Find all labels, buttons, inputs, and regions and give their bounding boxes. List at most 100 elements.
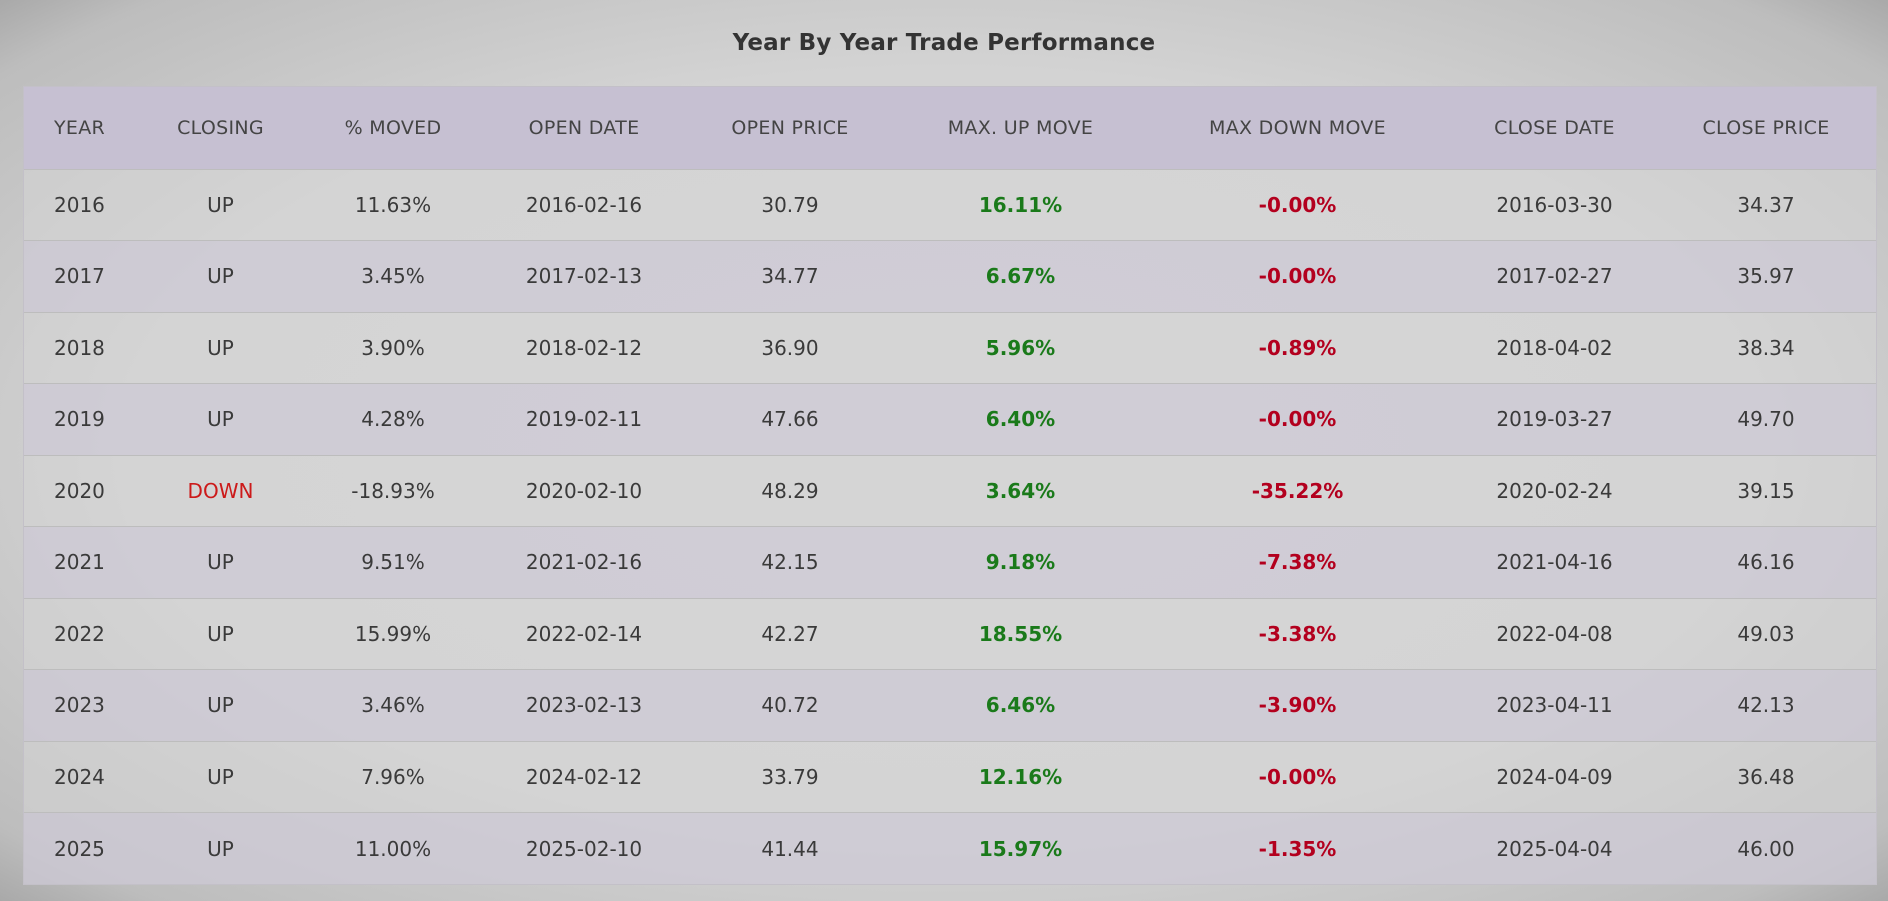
cell-percent-moved: 7.96% xyxy=(361,764,425,789)
table-row: 2018 UP 3.90% 2018-02-12 36.90 5.96% -0.… xyxy=(24,312,1876,384)
header-year: YEAR xyxy=(54,116,106,139)
cell-max-down-move: -3.38% xyxy=(1258,621,1337,646)
cell-open-price: 36.90 xyxy=(761,335,819,360)
cell-closing: UP xyxy=(207,693,234,718)
cell-close-date: 2018-04-02 xyxy=(1496,335,1613,360)
header-row: YEAR CLOSING % MOVED OPEN DATE OPEN PRIC… xyxy=(24,87,1876,169)
cell-max-up-move: 6.67% xyxy=(985,264,1056,289)
cell-open-price: 42.15 xyxy=(761,550,819,575)
cell-close-price: 46.00 xyxy=(1737,836,1795,861)
table-row: 2019 UP 4.28% 2019-02-11 47.66 6.40% -0.… xyxy=(24,383,1876,455)
header-close-price: CLOSE PRICE xyxy=(1702,116,1830,139)
cell-max-up-move: 9.18% xyxy=(985,550,1056,575)
cell-close-date: 2016-03-30 xyxy=(1496,192,1613,217)
cell-year: 2025 xyxy=(54,836,105,861)
cell-year: 2018 xyxy=(54,335,105,360)
header-open-price: OPEN PRICE xyxy=(731,116,849,139)
cell-open-price: 47.66 xyxy=(761,407,819,432)
cell-percent-moved: 3.90% xyxy=(361,335,425,360)
cell-max-up-move: 18.55% xyxy=(978,621,1063,646)
cell-open-date: 2023-02-13 xyxy=(525,693,643,718)
cell-close-price: 39.15 xyxy=(1737,478,1795,503)
cell-max-up-move: 16.11% xyxy=(978,192,1063,217)
cell-max-up-move: 15.97% xyxy=(978,836,1063,861)
cell-open-price: 41.44 xyxy=(761,836,819,861)
header-closing: CLOSING xyxy=(177,116,264,139)
cell-open-date: 2018-02-12 xyxy=(525,335,643,360)
cell-percent-moved: 11.00% xyxy=(354,836,432,861)
table-row: 2020 DOWN -18.93% 2020-02-10 48.29 3.64%… xyxy=(24,455,1876,527)
cell-max-up-move: 12.16% xyxy=(978,764,1063,789)
table-row: 2017 UP 3.45% 2017-02-13 34.77 6.67% -0.… xyxy=(24,240,1876,312)
cell-max-up-move: 6.40% xyxy=(985,407,1056,432)
cell-max-down-move: -0.00% xyxy=(1258,264,1337,289)
cell-close-price: 46.16 xyxy=(1737,550,1795,575)
cell-open-date: 2021-02-16 xyxy=(525,550,643,575)
header-max-down-move: MAX DOWN MOVE xyxy=(1209,116,1386,139)
cell-max-up-move: 5.96% xyxy=(985,335,1056,360)
cell-open-date: 2019-02-11 xyxy=(525,407,643,432)
table-body: 2016 UP 11.63% 2016-02-16 30.79 16.11% -… xyxy=(24,169,1876,884)
trade-performance-table: YEAR CLOSING % MOVED OPEN DATE OPEN PRIC… xyxy=(24,87,1876,884)
cell-closing: UP xyxy=(207,335,234,360)
cell-percent-moved: 11.63% xyxy=(354,192,432,217)
cell-open-date: 2022-02-14 xyxy=(525,621,643,646)
cell-close-date: 2025-04-04 xyxy=(1496,836,1613,861)
table-row: 2023 UP 3.46% 2023-02-13 40.72 6.46% -3.… xyxy=(24,669,1876,741)
cell-close-price: 38.34 xyxy=(1737,335,1795,360)
cell-closing: UP xyxy=(207,621,234,646)
cell-max-down-move: -0.89% xyxy=(1258,335,1337,360)
table-row: 2025 UP 11.00% 2025-02-10 41.44 15.97% -… xyxy=(24,812,1876,884)
cell-year: 2019 xyxy=(54,407,105,432)
cell-percent-moved: 3.45% xyxy=(361,264,425,289)
cell-percent-moved: 9.51% xyxy=(361,550,425,575)
cell-open-price: 34.77 xyxy=(761,264,819,289)
cell-percent-moved: -18.93% xyxy=(351,478,435,503)
cell-close-date: 2021-04-16 xyxy=(1496,550,1613,575)
cell-close-price: 34.37 xyxy=(1737,192,1795,217)
cell-closing: UP xyxy=(207,264,234,289)
cell-max-up-move: 6.46% xyxy=(985,693,1056,718)
cell-year: 2016 xyxy=(54,192,105,217)
cell-year: 2020 xyxy=(54,478,105,503)
header-close-date: CLOSE DATE xyxy=(1494,116,1615,139)
cell-open-price: 42.27 xyxy=(761,621,819,646)
header-percent-moved: % MOVED xyxy=(344,116,442,139)
trade-performance-table-container: YEAR CLOSING % MOVED OPEN DATE OPEN PRIC… xyxy=(23,86,1877,885)
cell-close-date: 2019-03-27 xyxy=(1496,407,1613,432)
cell-close-date: 2022-04-08 xyxy=(1496,621,1613,646)
table-row: 2022 UP 15.99% 2022-02-14 42.27 18.55% -… xyxy=(24,598,1876,670)
cell-close-date: 2020-02-24 xyxy=(1496,478,1613,503)
cell-open-date: 2016-02-16 xyxy=(525,192,643,217)
cell-closing: UP xyxy=(207,764,234,789)
header-max-up-move: MAX. UP MOVE xyxy=(947,116,1094,139)
cell-percent-moved: 4.28% xyxy=(361,407,425,432)
cell-close-date: 2023-04-11 xyxy=(1496,693,1613,718)
header-open-date: OPEN DATE xyxy=(528,116,640,139)
table-row: 2024 UP 7.96% 2024-02-12 33.79 12.16% -0… xyxy=(24,741,1876,813)
cell-max-down-move: -0.00% xyxy=(1258,192,1337,217)
cell-closing: UP xyxy=(207,836,234,861)
table-row: 2021 UP 9.51% 2021-02-16 42.15 9.18% -7.… xyxy=(24,526,1876,598)
table-header: YEAR CLOSING % MOVED OPEN DATE OPEN PRIC… xyxy=(24,87,1876,169)
cell-open-price: 30.79 xyxy=(761,192,819,217)
cell-open-price: 33.79 xyxy=(761,764,819,789)
cell-year: 2017 xyxy=(54,264,105,289)
cell-max-up-move: 3.64% xyxy=(985,478,1056,503)
cell-open-date: 2017-02-13 xyxy=(525,264,643,289)
cell-open-date: 2024-02-12 xyxy=(525,764,643,789)
cell-close-price: 49.70 xyxy=(1737,407,1795,432)
page-title: Year By Year Trade Performance xyxy=(732,30,1156,56)
cell-close-price: 36.48 xyxy=(1737,764,1795,789)
cell-max-down-move: -0.00% xyxy=(1258,407,1337,432)
cell-year: 2024 xyxy=(54,764,105,789)
cell-open-date: 2020-02-10 xyxy=(525,478,643,503)
cell-max-down-move: -7.38% xyxy=(1258,550,1337,575)
cell-open-price: 48.29 xyxy=(761,478,819,503)
cell-open-date: 2025-02-10 xyxy=(525,836,643,861)
cell-closing: UP xyxy=(207,550,234,575)
cell-percent-moved: 15.99% xyxy=(354,621,432,646)
cell-close-price: 35.97 xyxy=(1737,264,1795,289)
cell-max-down-move: -0.00% xyxy=(1258,764,1337,789)
cell-close-date: 2024-04-09 xyxy=(1496,764,1613,789)
